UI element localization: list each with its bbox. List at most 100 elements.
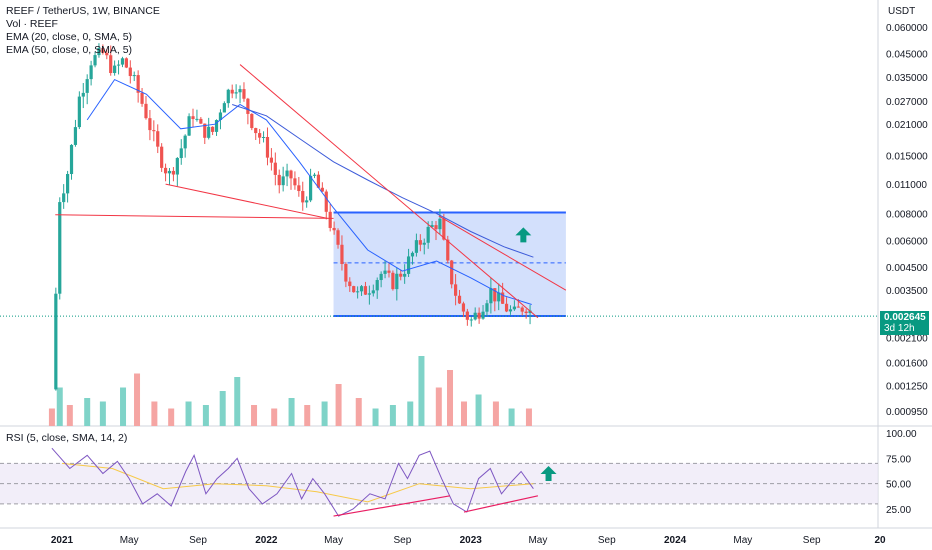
volume-bar — [120, 387, 127, 426]
candle-body — [136, 75, 140, 93]
candle-body — [250, 113, 254, 129]
candle-body — [97, 48, 101, 56]
candle-body — [465, 311, 469, 320]
rsi-tick-label: 50.00 — [886, 480, 911, 491]
volume-bar — [407, 401, 414, 426]
candle-body — [461, 303, 466, 312]
candle-body — [109, 55, 113, 74]
time-tick-label: Sep — [803, 535, 821, 546]
candle-body — [316, 174, 321, 188]
trendline — [239, 64, 539, 319]
price-tick-label: 0.001600 — [886, 359, 928, 370]
candle-body — [473, 312, 477, 320]
candle-body — [73, 127, 78, 145]
time-tick-label: May — [324, 535, 343, 546]
candle-body — [324, 191, 328, 212]
volume-bar — [355, 398, 362, 426]
trendline — [55, 214, 334, 219]
candle-body — [297, 185, 301, 192]
bar-countdown: 3d 12h — [884, 323, 915, 334]
candle-body — [183, 135, 187, 149]
ema50-line — [232, 104, 534, 258]
candle-body — [265, 136, 270, 158]
candle-body — [312, 174, 317, 176]
price-tick-label: 0.045000 — [886, 50, 928, 61]
candle-body — [497, 292, 501, 302]
candle-body — [477, 312, 481, 319]
price-tick-label: 0.021000 — [886, 120, 928, 131]
candle-body — [93, 55, 97, 66]
candle-body — [348, 281, 352, 287]
candle-body — [77, 96, 81, 128]
rsi-divergence-line — [463, 495, 539, 513]
volume-bar — [202, 405, 209, 426]
candle-body — [387, 270, 391, 273]
candle-body — [504, 303, 509, 312]
candle-body — [371, 290, 375, 294]
volume-bar — [492, 401, 499, 426]
volume-bar — [372, 408, 379, 426]
rsi-breakout-arrow — [540, 466, 557, 481]
rsi-line — [51, 447, 534, 517]
candle-body — [175, 158, 179, 175]
ema20-legend[interactable]: EMA (20, close, 0, SMA, 5) — [6, 31, 133, 43]
volume-bar — [288, 398, 295, 426]
candle-body — [85, 79, 89, 93]
candle-body — [242, 89, 246, 99]
price-tick-label: 0.011000 — [886, 180, 927, 191]
candle-body — [171, 170, 176, 175]
time-tick-label: 20 — [874, 535, 886, 546]
time-tick-label: Sep — [598, 535, 616, 546]
candle-body — [489, 288, 493, 304]
price-tick-label: 0.001250 — [886, 382, 928, 393]
volume-bar — [219, 391, 226, 426]
candle-body — [195, 118, 199, 120]
candle-body — [379, 273, 383, 281]
candle-body — [426, 226, 430, 243]
volume-bar — [447, 370, 454, 426]
candle-body — [383, 270, 387, 274]
volume-legend[interactable]: Vol · REEF — [6, 18, 58, 30]
candle-body — [524, 311, 528, 314]
candle-body — [281, 176, 285, 186]
candle-body — [81, 92, 85, 97]
rsi-legend[interactable]: RSI (5, close, SMA, 14, 2) — [6, 432, 128, 444]
candle-body — [305, 200, 309, 203]
ema50-legend[interactable]: EMA (50, close, 0, SMA, 5) — [6, 44, 133, 56]
volume-bar — [461, 401, 468, 426]
candle-body — [58, 202, 62, 294]
candle-body — [320, 187, 324, 192]
volume-bar — [185, 401, 192, 426]
candle-body — [261, 136, 266, 138]
candle-body — [269, 157, 273, 163]
candle-body — [167, 170, 172, 174]
candle-body — [328, 211, 332, 228]
candle-body — [508, 309, 513, 312]
candle-body — [187, 116, 191, 136]
candle-body — [234, 92, 238, 94]
volume-bar — [66, 405, 73, 426]
candle-body — [116, 64, 121, 66]
volume-bar — [335, 384, 342, 426]
candle-body — [277, 174, 281, 186]
candle-body — [54, 293, 58, 390]
volume-bar — [234, 377, 241, 426]
candle-body — [434, 225, 438, 230]
trendline — [165, 183, 328, 219]
candle-body — [446, 239, 450, 261]
candle-body — [254, 128, 258, 134]
price-tick-label: 0.035000 — [886, 73, 928, 84]
candle-body — [418, 240, 422, 245]
candle-body — [69, 144, 74, 175]
candle-body — [430, 225, 434, 227]
last-price-tag: 0.002645 3d 12h — [880, 311, 929, 335]
candle-body — [340, 244, 344, 265]
candle-body — [442, 218, 446, 240]
volume-bar — [418, 356, 425, 426]
time-tick-label: 2021 — [51, 535, 74, 546]
time-tick-label: May — [733, 535, 752, 546]
candle-body — [493, 288, 497, 302]
symbol-title[interactable]: REEF / TetherUS, 1W, BINANCE — [6, 5, 160, 17]
candle-body — [450, 260, 454, 285]
